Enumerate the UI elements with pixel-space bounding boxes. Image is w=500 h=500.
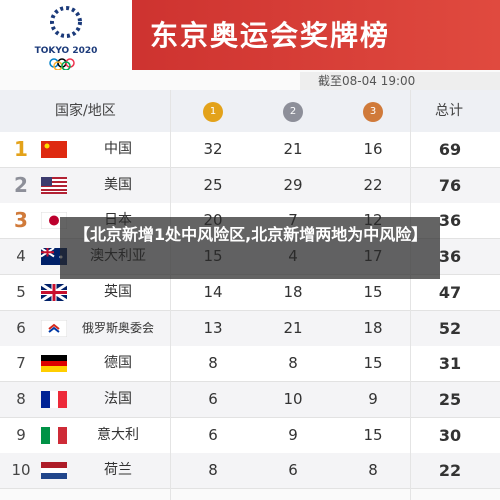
rank: 2 [14,172,28,197]
gold-medal: 1 [203,102,223,122]
silver-count: 18 [283,282,303,301]
total-header: 总计 [435,103,463,119]
country: 中国 [104,141,132,157]
bronze-count: 15 [363,282,383,301]
flag-graphic [41,176,67,194]
country: 美国 [104,176,132,193]
total-count: 22 [438,461,462,481]
logo: TOKYO 2020 [0,0,132,71]
gold-count: 13 [203,318,223,337]
table-row: 1 中国 32 21 16 69 [0,132,500,168]
title: 东京奥运会奖牌榜 [150,19,391,52]
rank: 4 [16,247,26,266]
country: 意大利 [97,426,139,443]
total-count: 31 [438,354,462,374]
gold-count: 8 [208,461,218,480]
country: 俄罗斯奥委会 [81,320,154,335]
table-row: 5 英国 14 18 15 47 [0,274,500,311]
silver-count: 21 [283,318,303,337]
table-row: 10 荷兰 8 6 8 22 [0,453,500,490]
rank: 5 [16,282,26,301]
total-count: 36 [438,247,462,267]
rank: 6 [16,318,26,337]
gold-count: 25 [203,175,223,194]
table-row: 8 法国 6 10 9 25 [0,381,500,418]
logo-graphic [49,6,82,71]
caption-overlay: 【北京新增1处中风险区,北京新增两地为中风险】 [60,217,440,279]
flag-graphic [41,355,67,373]
table-header [0,90,500,132]
silver-count: 8 [288,354,298,373]
flag [41,453,67,488]
flag [40,275,68,310]
flag [41,346,67,381]
silver-count: 6 [288,461,298,480]
column-separator [170,90,171,500]
bronze-count: 8 [368,461,378,480]
total-count: 52 [438,318,462,338]
country: 英国 [104,283,132,300]
bronze-count: 16 [363,140,383,158]
flag [41,132,67,167]
gold-count: 6 [208,389,218,408]
gold-count: 32 [203,140,223,158]
bronze-count: 15 [363,425,383,444]
table-row: 6 俄罗斯奥委会 13 21 18 52 [0,310,500,347]
flag [41,382,67,417]
silver-count: 29 [283,175,303,194]
rank: 8 [16,389,26,408]
updated-time: 截至08-04 19:00 [300,72,500,90]
bronze-count: 15 [363,354,383,373]
flag [41,418,67,453]
rank: 10 [11,461,31,480]
flag [40,311,68,346]
country: 法国 [104,390,132,407]
total-count: 76 [438,175,462,195]
flag-graphic [40,282,68,303]
table-row: 2 美国 25 29 22 76 [0,167,500,204]
country: 荷兰 [104,462,132,479]
silver-count: 21 [283,140,303,158]
gold-count: 8 [208,354,218,373]
bronze-count: 18 [363,318,383,337]
table-row: 7 德国 8 8 15 31 [0,346,500,383]
column-separator [410,90,411,500]
flag-graphic [40,319,68,337]
rank: 7 [16,354,26,373]
flag-graphic [41,390,67,408]
rank: 9 [16,425,26,444]
gold-count: 14 [203,282,223,301]
flag-graphic [41,462,67,480]
total-count: 36 [438,211,462,231]
table-row: 9 意大利 6 9 15 30 [0,417,500,454]
flag-graphic [41,141,67,158]
total-count: 69 [438,140,462,159]
country-header: 国家/地区 [55,103,116,119]
flag [41,168,67,203]
flag-graphic [41,426,67,444]
bronze-count: 22 [363,175,383,194]
rank: 1 [14,137,28,161]
total-count: 30 [438,425,462,445]
bronze-count: 9 [368,389,378,408]
bronze-medal: 3 [363,102,383,122]
gold-count: 6 [208,425,218,444]
rank: 3 [14,208,28,233]
silver-count: 9 [288,425,298,444]
logo-text: TOKYO 2020 [34,46,98,56]
silver-medal: 2 [283,102,303,122]
silver-count: 10 [283,389,303,408]
total-count: 25 [438,389,462,409]
country: 德国 [104,355,132,372]
total-count: 47 [438,282,462,302]
